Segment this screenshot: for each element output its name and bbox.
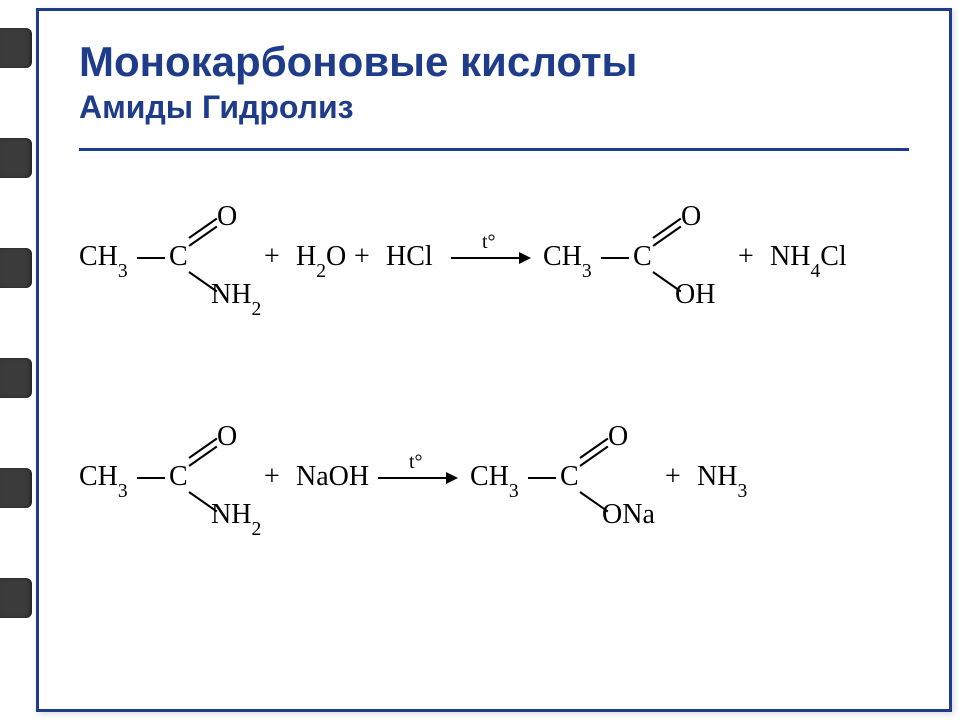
reaction-arrow bbox=[451, 257, 529, 259]
frag-substituent: ONa bbox=[602, 499, 655, 531]
arrow-condition-label: t° bbox=[409, 451, 423, 474]
frag-ch3: CH3 bbox=[543, 241, 592, 278]
slide-title-main: Монокарбоновые кислоты bbox=[79, 39, 909, 85]
binder-tabs bbox=[0, 0, 40, 720]
binder-tab bbox=[0, 468, 32, 508]
title-block: Монокарбоновые кислоты Амиды Гидролиз bbox=[39, 11, 949, 138]
frag-o: O bbox=[608, 421, 628, 453]
molecule-label: NaOH bbox=[296, 461, 369, 493]
slide-frame: Монокарбоновые кислоты Амиды Гидролиз CH… bbox=[36, 8, 952, 712]
frag-ch3: CH3 bbox=[79, 241, 128, 278]
reaction-row: CH3CONH2+H2O+HClt°CH3COOH+NH4Cl bbox=[79, 201, 919, 371]
frag-substituent: OH bbox=[675, 279, 715, 311]
slide-title-sub: Амиды Гидролиз bbox=[79, 89, 909, 126]
binder-tab bbox=[0, 28, 32, 68]
binder-tab bbox=[0, 358, 32, 398]
bond-line bbox=[601, 257, 629, 259]
frag-c: C bbox=[169, 241, 188, 273]
plus-sign: + bbox=[264, 241, 280, 273]
frag-o: O bbox=[217, 421, 237, 453]
frag-ch3: CH3 bbox=[470, 461, 519, 498]
molecule-label: H2O bbox=[296, 241, 346, 278]
frag-o: O bbox=[217, 201, 237, 233]
molecule-label: NH3 bbox=[697, 461, 747, 498]
arrow-condition-label: t° bbox=[482, 231, 496, 254]
frag-c: C bbox=[169, 461, 188, 493]
reaction-row: CH3CONH2+NaOHt°CH3COONa+NH3 bbox=[79, 421, 919, 591]
reaction-arrow bbox=[378, 477, 456, 479]
binder-tab bbox=[0, 248, 32, 288]
slide-content: CH3CONH2+H2O+HClt°CH3COOH+NH4ClCH3CONH2+… bbox=[39, 151, 949, 611]
binder-tab bbox=[0, 578, 32, 618]
plus-sign: + bbox=[665, 461, 681, 493]
frag-c: C bbox=[560, 461, 579, 493]
frag-substituent: NH2 bbox=[211, 279, 261, 316]
frag-substituent: NH2 bbox=[211, 499, 261, 536]
bond-line bbox=[528, 477, 556, 479]
frag-o: O bbox=[681, 201, 701, 233]
plus-sign: + bbox=[354, 241, 370, 273]
bond-line bbox=[137, 477, 165, 479]
bond-line bbox=[137, 257, 165, 259]
plus-sign: + bbox=[738, 241, 754, 273]
plus-sign: + bbox=[264, 461, 280, 493]
molecule-label: NH4Cl bbox=[770, 241, 847, 278]
molecule-label: HCl bbox=[386, 241, 433, 273]
frag-ch3: CH3 bbox=[79, 461, 128, 498]
binder-tab bbox=[0, 138, 32, 178]
frag-c: C bbox=[633, 241, 652, 273]
